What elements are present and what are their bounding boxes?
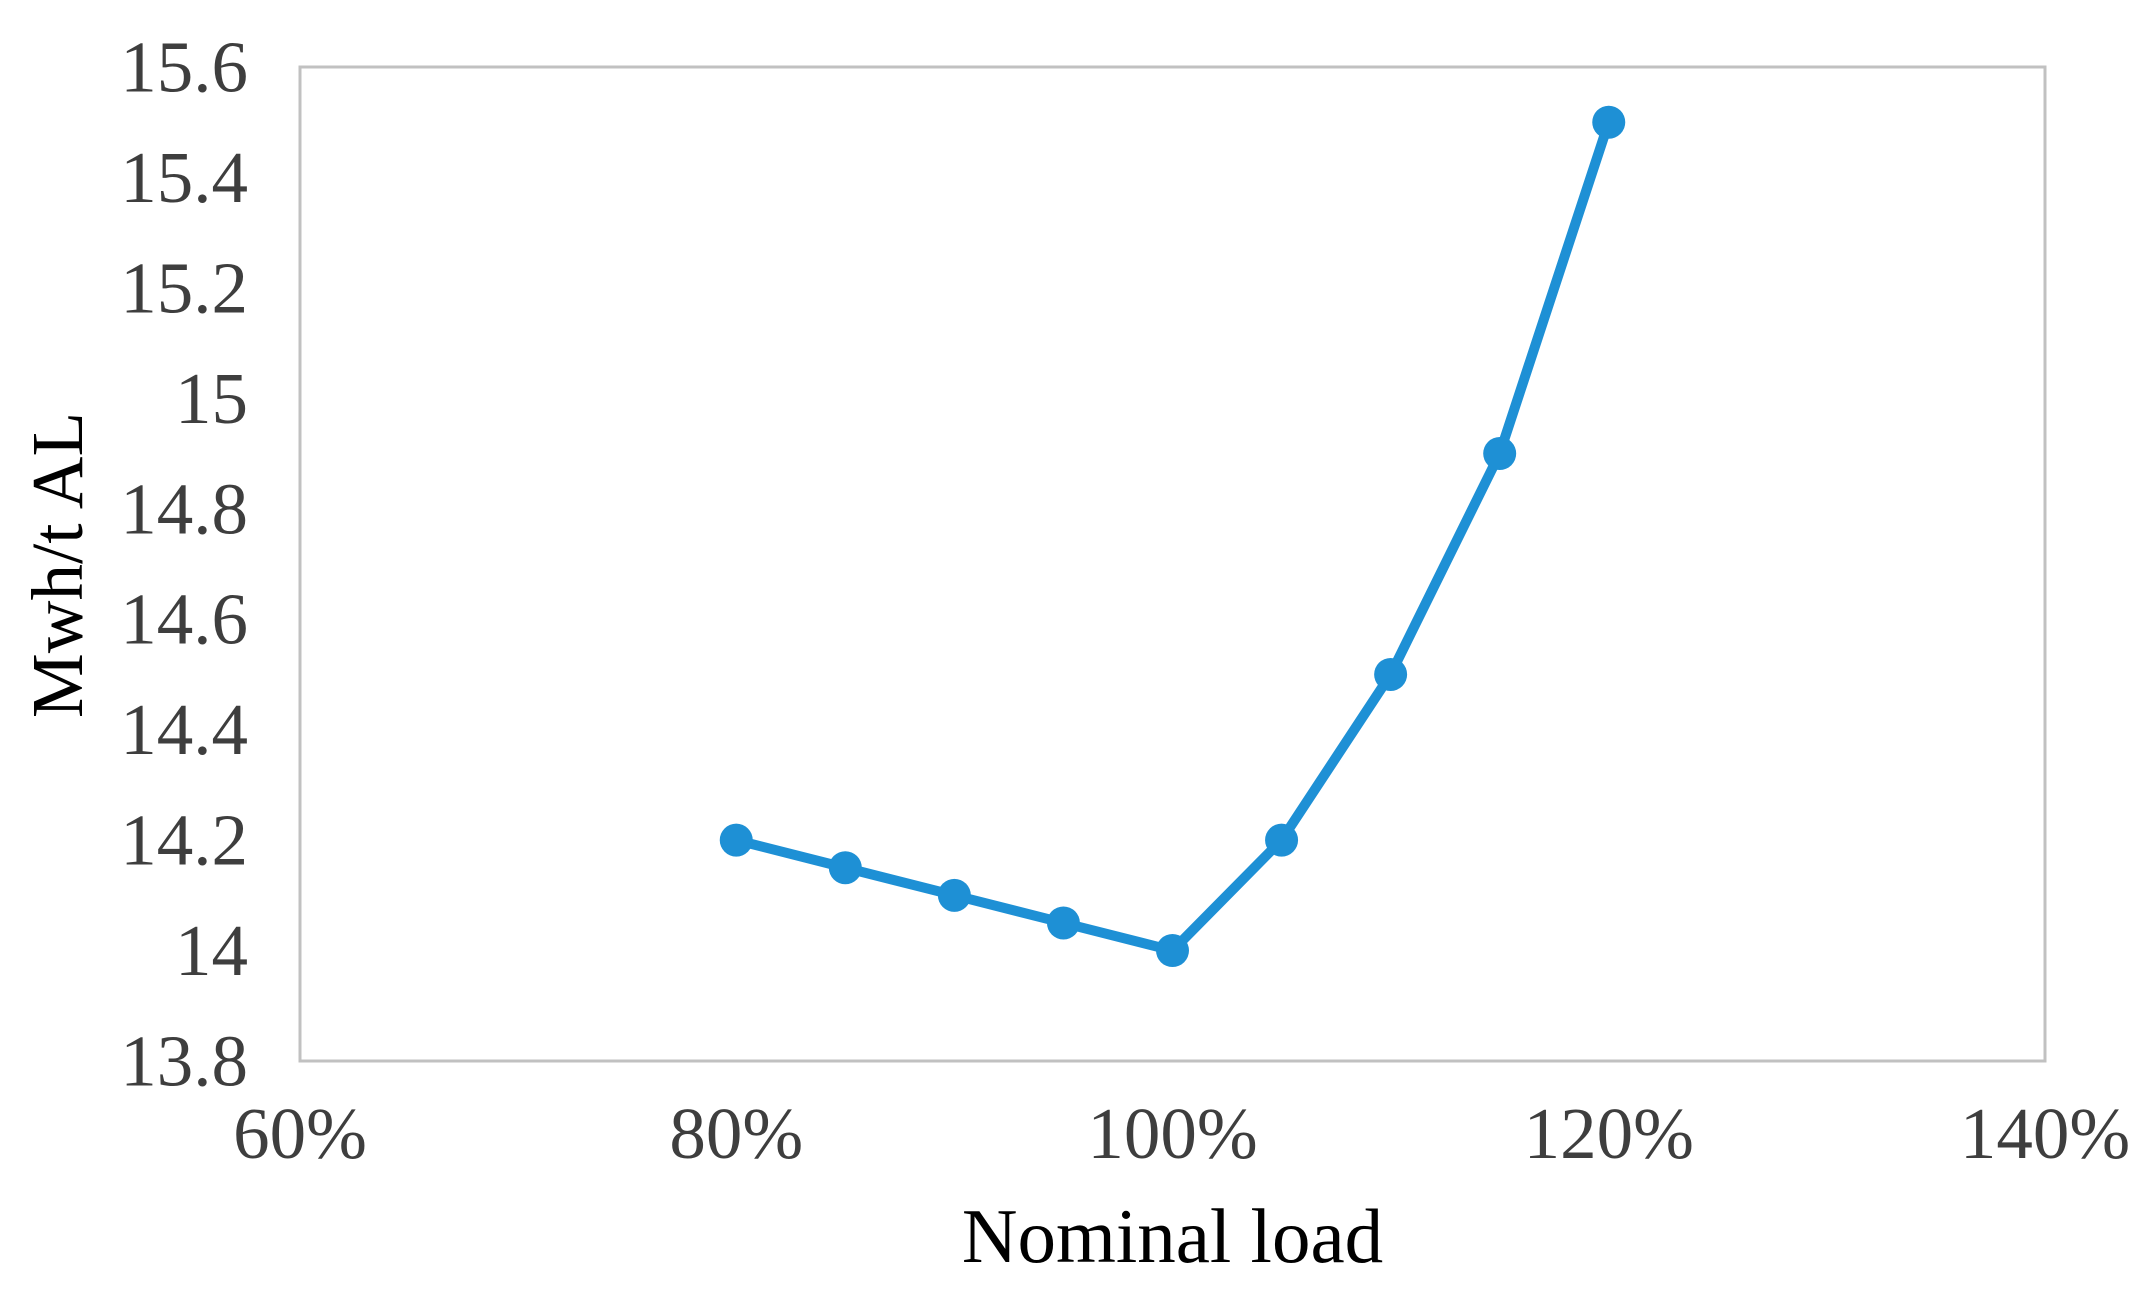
y-tick-label: 14.4 xyxy=(120,689,248,770)
data-point-marker xyxy=(1592,105,1626,139)
data-point-marker xyxy=(1046,906,1080,940)
y-tick-label: 15.6 xyxy=(120,27,248,108)
x-tick-label: 120% xyxy=(1524,1093,1694,1174)
y-tick-label: 13.8 xyxy=(120,1021,248,1102)
data-point-marker xyxy=(1483,437,1517,471)
data-point-marker xyxy=(1265,823,1299,857)
plot-border xyxy=(298,65,2047,1063)
y-tick-label: 15 xyxy=(175,358,248,439)
x-tick-label: 140% xyxy=(1960,1093,2130,1174)
x-tick-label: 60% xyxy=(233,1093,367,1174)
data-point-marker xyxy=(1374,657,1408,691)
y-tick-label: 14 xyxy=(175,910,248,991)
y-tick-label: 14.6 xyxy=(120,579,248,660)
data-point-marker xyxy=(719,823,753,857)
y-tick-label: 14.2 xyxy=(120,800,248,881)
data-point-marker xyxy=(1156,934,1189,968)
y-tick-label: 15.4 xyxy=(120,137,248,218)
y-tick-label: 14.8 xyxy=(120,468,248,549)
x-tick-label: 100% xyxy=(1087,1093,1257,1174)
data-point-marker xyxy=(828,851,862,885)
data-point-marker xyxy=(937,878,971,912)
x-tick-label: 80% xyxy=(669,1093,803,1174)
y-tick-label: 15.2 xyxy=(120,247,248,328)
x-axis-title: Nominal load xyxy=(961,1193,1384,1279)
y-axis-title: Mwh/t AL xyxy=(17,411,98,719)
